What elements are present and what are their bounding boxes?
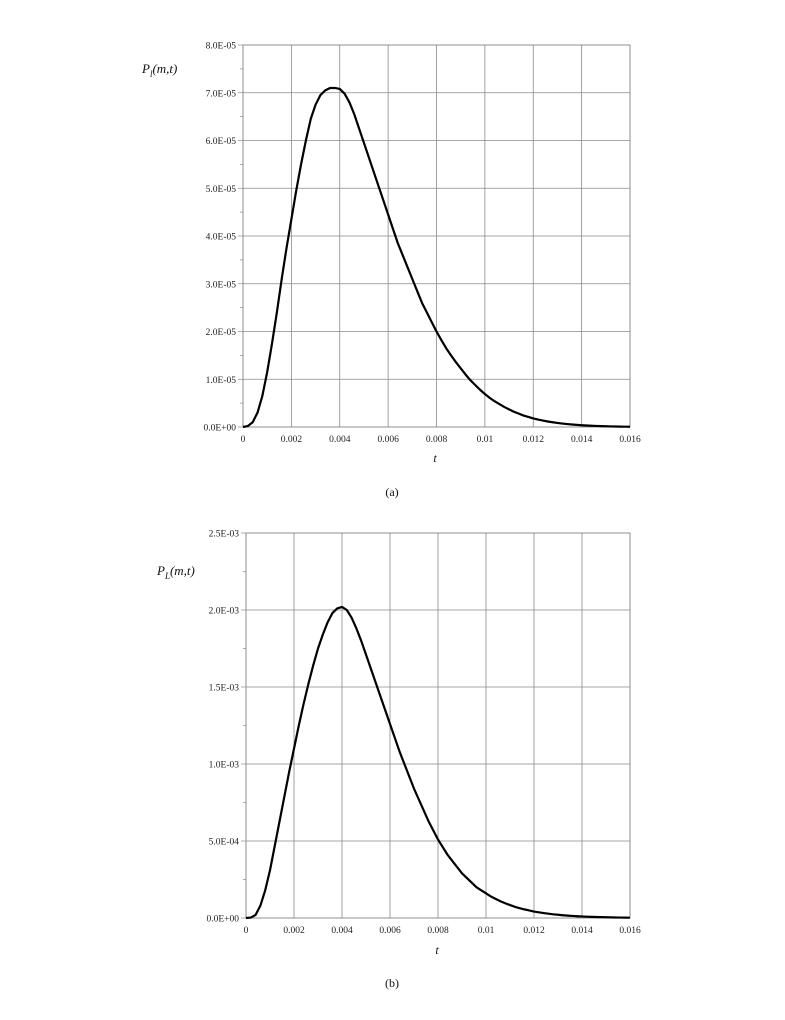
chart-b-y-label-main: P bbox=[156, 563, 165, 578]
chart-b-y-tick-label: 1.5E-03 bbox=[209, 684, 240, 694]
chart-a-x-tick-label: 0 bbox=[241, 435, 246, 445]
chart-b-caption: (b) bbox=[385, 976, 399, 990]
chart-b-x-tick-label: 0.016 bbox=[619, 926, 641, 936]
chart-a-y-tick-label: 1.0E-05 bbox=[206, 376, 237, 386]
chart-b-y-tick-label: 2.5E-03 bbox=[209, 530, 240, 540]
chart-a-x-axis-label: t bbox=[433, 451, 437, 465]
chart-a-y-label-args: (m,t) bbox=[152, 61, 177, 76]
svg-text:PL(m,t): PL(m,t) bbox=[156, 563, 195, 581]
chart-b-x-tick-label: 0.002 bbox=[283, 926, 305, 936]
chart-a-y-label-main: P bbox=[141, 61, 150, 76]
chart-a-x-tick-label: 0.01 bbox=[477, 435, 494, 445]
chart-b-x-tick-label: 0.012 bbox=[523, 926, 545, 936]
chart-b-y-tick-label: 1.0E-03 bbox=[209, 761, 240, 771]
svg-text:Pl(m,t): Pl(m,t) bbox=[141, 61, 177, 79]
chart-a-series-line-0 bbox=[242, 86, 631, 429]
chart-b-x-tick-label: 0.004 bbox=[331, 926, 353, 936]
chart-b-x-axis-label: t bbox=[435, 943, 439, 957]
chart-b-y-tick-label: 2.0E-03 bbox=[209, 607, 240, 617]
chart-a-y-tick-label: 2.0E-05 bbox=[206, 328, 237, 338]
chart-a-y-tick-label: 0.0E+00 bbox=[203, 424, 236, 434]
chart-a-x-tick-label: 0.008 bbox=[426, 435, 448, 445]
chart-b-x-tick-label: 0.008 bbox=[427, 926, 449, 936]
chart-b-y-axis-label: PL(m,t) bbox=[156, 563, 195, 581]
chart-a-y-tick-label: 8.0E-05 bbox=[206, 42, 237, 52]
chart-b-y-label-args: (m,t) bbox=[170, 563, 195, 578]
chart-a-y-label-sub: l bbox=[150, 69, 153, 79]
chart-a-y-tick-label: 7.0E-05 bbox=[206, 89, 237, 99]
chart-a-x-tick-label: 0.012 bbox=[523, 435, 545, 445]
chart-b: PL(m,t) t (b) 0 0.002 0.004 0.006 0.008 0.01 0… bbox=[156, 530, 641, 991]
chart-b-x-tick-label: 0 bbox=[244, 926, 249, 936]
chart-b-y-tick-label: 5.0E-04 bbox=[209, 838, 240, 848]
chart-a-x-tick-label: 0.016 bbox=[619, 435, 641, 445]
chart-a-y-tick-label: 3.0E-05 bbox=[206, 280, 237, 290]
chart-b-y-label-sub: L bbox=[164, 571, 170, 581]
chart-a-y-tick-label: 5.0E-05 bbox=[206, 185, 237, 195]
chart-a-x-tick-label: 0.014 bbox=[571, 435, 593, 445]
chart-a-caption: (a) bbox=[385, 485, 398, 499]
chart-b-series-line-0 bbox=[245, 605, 631, 920]
chart-a-x-tick-label: 0.002 bbox=[281, 435, 303, 445]
chart-b-x-tick-label: 0.01 bbox=[478, 926, 495, 936]
chart-a-y-tick-label: 6.0E-05 bbox=[206, 137, 237, 147]
chart-b-plot-frame bbox=[245, 532, 631, 919]
chart-a-y-axis-label: Pl(m,t) bbox=[141, 61, 177, 79]
chart-b-x-tick-label: 0.006 bbox=[379, 926, 401, 936]
chart-a: Pl(m,t) t (a) 0 0.002 0.004 0.006 0.008 0.01 0… bbox=[141, 42, 641, 500]
chart-a-x-tick-label: 0.006 bbox=[377, 435, 399, 445]
chart-a-plot-frame bbox=[242, 44, 631, 428]
chart-b-y-tick-label: 0.0E+00 bbox=[206, 915, 239, 925]
chart-a-y-tick-label: 4.0E-05 bbox=[206, 233, 237, 243]
chart-b-x-tick-label: 0.014 bbox=[571, 926, 593, 936]
chart-a-x-tick-label: 0.004 bbox=[329, 435, 351, 445]
